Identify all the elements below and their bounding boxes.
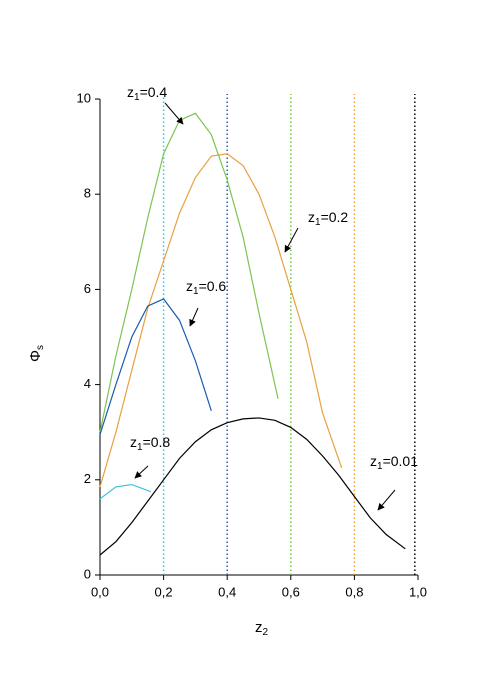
label-main: z [130,434,137,450]
arrow [134,465,149,479]
label-tail: =0.01 [383,453,419,469]
line [99,417,406,556]
x-tick-label: 0,0 [91,584,109,599]
label-tail: =0.4 [140,84,168,100]
label: z1=0.6 [186,278,226,297]
line [99,483,152,500]
label: z2 [255,619,269,638]
label-tail: =0.6 [199,278,227,294]
arrow [189,307,199,327]
y-tick-label: 6 [84,281,91,296]
label-main: z [255,619,263,636]
label: z1=0.01 [370,453,418,472]
arrow [164,102,184,125]
y-tick-label: 10 [77,90,91,105]
y-tick-label: 8 [84,186,91,201]
label-tail: =0.2 [321,209,349,225]
line [99,298,212,435]
y-tick-label: 4 [84,376,91,391]
line [99,153,343,488]
label-sub: 1 [134,92,140,103]
x-tick-label: 1,0 [409,584,427,599]
label-sub: s [35,345,46,350]
x-tick-label: 0,6 [282,584,300,599]
line [99,112,279,433]
label-sub: 1 [137,442,143,453]
x-tick-label: 0,8 [345,584,363,599]
label-main: z [370,453,377,469]
label-sub: 1 [377,461,383,472]
label-tail: =0.8 [143,434,171,450]
label-main: Φ [27,350,44,362]
label-main: z [186,278,193,294]
label: z1=0.4 [127,84,167,103]
label-main: z [127,84,134,100]
label-sub: 2 [263,627,269,638]
label-main: z [308,209,315,225]
label-sub: 1 [315,217,321,228]
label: z1=0.8 [130,434,170,453]
label: z1=0.2 [308,209,348,228]
label: Φs [27,345,46,362]
arrow [284,227,299,253]
x-tick-label: 0,2 [155,584,173,599]
label-sub: 1 [193,286,199,297]
y-tick-label: 2 [84,471,91,486]
x-tick-label: 0,4 [218,584,236,599]
y-tick-label: 0 [84,566,91,581]
arrow [377,489,396,511]
